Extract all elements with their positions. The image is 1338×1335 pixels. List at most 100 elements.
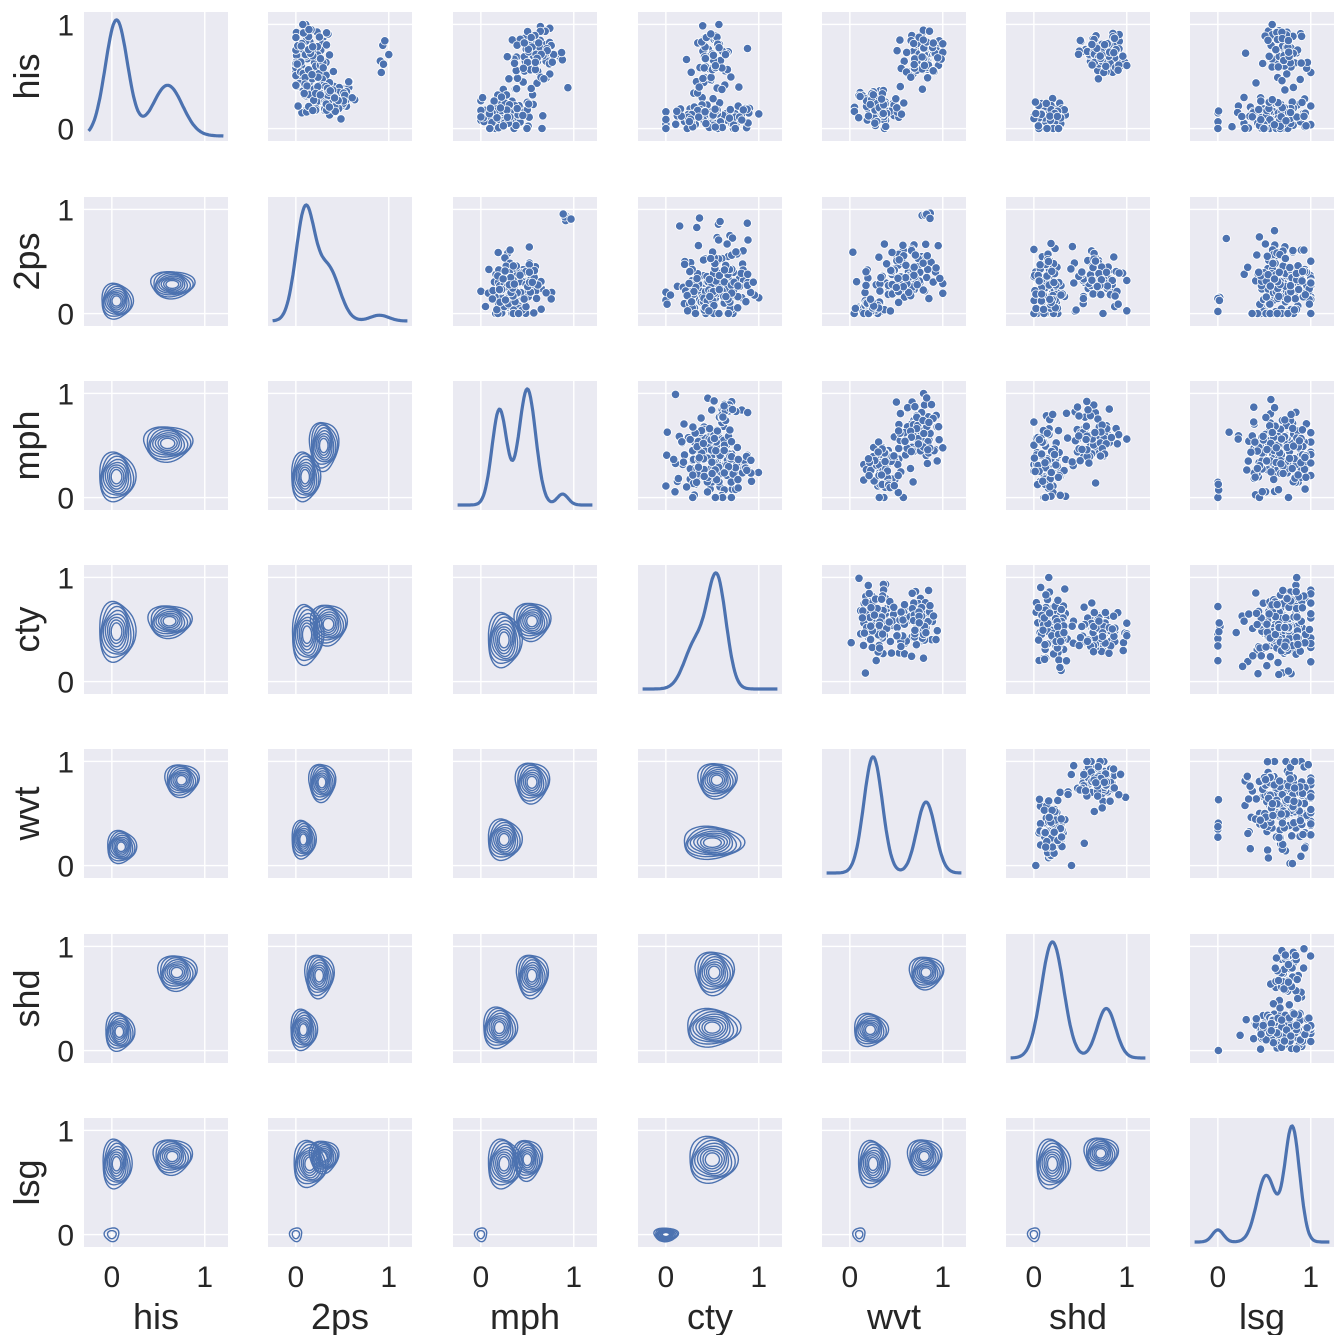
density-contour: [710, 774, 724, 787]
y-axis-label-his: his: [6, 53, 47, 99]
panel-mph-vs-cty: [638, 381, 782, 510]
scatter-point: [296, 41, 306, 51]
density-contour: [314, 772, 329, 793]
scatter-point: [318, 63, 328, 73]
density-contour: [518, 955, 548, 997]
scatter-point: [742, 218, 752, 228]
panel-lsg-vs-mph: [453, 1118, 597, 1247]
scatter-point: [1077, 267, 1087, 277]
density-contour: [688, 1008, 739, 1045]
density-contour: [498, 832, 510, 847]
scatter-point: [378, 59, 389, 69]
density-contour: [1039, 1145, 1065, 1182]
scatter-point: [502, 52, 512, 62]
scatter-point: [719, 445, 729, 455]
density-contour: [322, 617, 335, 632]
scatter-point: [1299, 111, 1309, 121]
density-contour: [151, 432, 183, 455]
density-contour: [1036, 1138, 1072, 1190]
kde-curve-mph: [457, 387, 593, 507]
scatter-point: [696, 413, 706, 423]
density-contour: [109, 834, 132, 859]
density-contour: [288, 1227, 303, 1243]
density-contour: [696, 1145, 727, 1175]
scatter-point: [719, 265, 730, 275]
scatter-point: [1094, 616, 1104, 626]
density-contour: [520, 608, 544, 634]
scatter-point: [938, 288, 948, 298]
density-contour: [99, 600, 137, 664]
density-contour: [653, 1227, 680, 1243]
scatter-point: [1079, 769, 1089, 780]
scatter-point: [863, 580, 873, 591]
panel-background: [268, 1118, 412, 1247]
density-contour: [701, 764, 734, 795]
scatter-point: [874, 492, 884, 503]
scatter-point: [685, 434, 695, 445]
scatter-point: [671, 119, 681, 129]
scatter-point: [731, 247, 741, 257]
y-axis-label-mph: mph: [6, 410, 47, 480]
scatter-point: [1059, 628, 1069, 638]
scatter-point: [1233, 434, 1243, 444]
scatter-point: [1053, 425, 1064, 436]
scatter-point: [1049, 449, 1060, 460]
density-contour: [517, 1146, 537, 1173]
density-contour: [149, 271, 196, 300]
scatter-point: [1052, 111, 1063, 122]
scatter-point: [1040, 640, 1050, 650]
scatter-point: [893, 426, 904, 436]
scatter-point: [1047, 266, 1057, 276]
scatter-point: [1109, 783, 1119, 793]
scatter-point: [938, 39, 948, 49]
scatter-point: [1096, 289, 1106, 300]
scatter-point: [1270, 629, 1281, 640]
scatter-point: [677, 437, 687, 447]
panel-background: [84, 749, 228, 878]
scatter-point: [1280, 85, 1290, 95]
scatter-point: [1040, 654, 1050, 664]
scatter-point: [886, 648, 897, 658]
scatter-point: [1213, 123, 1223, 134]
scatter-point: [1037, 449, 1047, 459]
scatter-point: [376, 67, 386, 78]
scatter-point: [1304, 1013, 1314, 1023]
density-contour: [293, 825, 312, 854]
scatter-point: [726, 492, 737, 503]
density-contour: [920, 967, 932, 979]
scatter-point: [688, 470, 698, 480]
density-contour: [854, 1012, 890, 1048]
density-contour: [294, 612, 319, 657]
density-contour: [851, 1227, 866, 1243]
density-contour: [170, 769, 192, 791]
scatter-point: [1097, 803, 1107, 813]
density-contour: [699, 1147, 726, 1173]
scatter-point: [1306, 598, 1316, 608]
density-contour: [514, 762, 551, 805]
scatter-point: [1082, 396, 1092, 406]
density-contour: [153, 271, 194, 298]
scatter-point: [893, 487, 903, 498]
scatter-point: [1055, 490, 1065, 500]
scatter-point: [899, 600, 910, 610]
x-tick-label: 1: [934, 1261, 951, 1294]
density-contour: [99, 451, 137, 503]
scatter-point: [518, 63, 529, 73]
scatter-point: [891, 397, 902, 407]
scatter-point: [380, 36, 390, 46]
scatter-point: [496, 92, 507, 102]
scatter-point: [706, 72, 716, 83]
scatter-point: [925, 601, 935, 611]
panel-wvt-vs-his: [84, 749, 228, 878]
density-contour: [156, 955, 198, 993]
panel-background: [822, 12, 966, 141]
scatter-point: [500, 295, 511, 305]
density-contour: [911, 957, 944, 989]
scatter-point: [889, 451, 899, 461]
scatter-point: [511, 84, 522, 94]
panel-shd-vs-cty: [638, 934, 782, 1063]
scatter-point: [1034, 635, 1044, 645]
scatter-point: [938, 443, 948, 453]
scatter-point: [511, 120, 521, 131]
density-contour: [484, 1009, 514, 1044]
